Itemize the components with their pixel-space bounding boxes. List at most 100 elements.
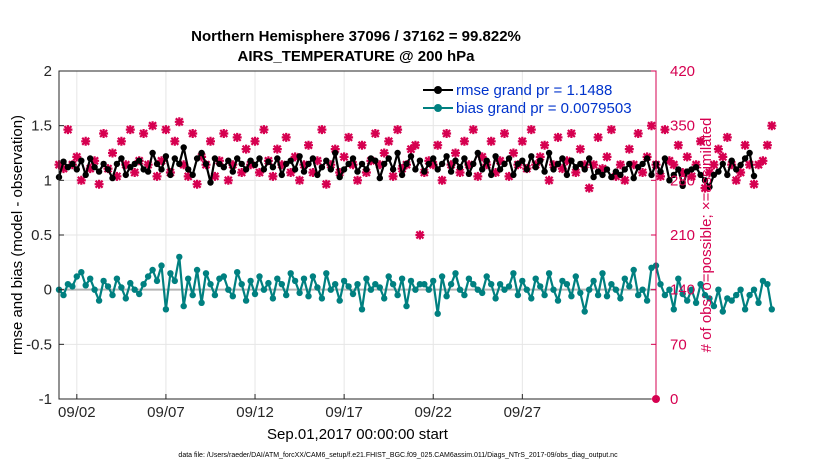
rmse-point [136, 157, 143, 164]
obs-marker [678, 168, 688, 177]
rmse-point [630, 174, 637, 182]
bias-point [447, 281, 455, 288]
obs-point [442, 129, 452, 138]
obs-marker [495, 156, 505, 166]
obs-point [477, 152, 487, 162]
rmse-point [296, 153, 303, 160]
bias-point [82, 282, 89, 289]
obs-marker [246, 160, 256, 170]
bias-point [144, 273, 152, 280]
obs-marker [638, 168, 648, 177]
obs-marker [125, 125, 135, 135]
obs-marker [615, 160, 625, 170]
y-tick-label-left: -0.5 [26, 336, 52, 353]
obs-marker [174, 117, 184, 127]
rmse-point [363, 166, 370, 173]
rmse-point [447, 168, 455, 175]
bias-point [149, 266, 156, 274]
obs-point [388, 171, 398, 181]
obs-point [286, 168, 296, 177]
y-tick-label-right: 210 [670, 227, 695, 244]
rmse-point [274, 155, 281, 162]
legend-rmse-label: rmse grand pr = 1.1488 [456, 82, 612, 99]
bias-point [327, 286, 334, 293]
rmse-point [728, 157, 735, 164]
bias-point [171, 277, 178, 285]
rmse-point [171, 155, 178, 162]
rmse-point [465, 170, 473, 177]
bias-point [733, 291, 740, 299]
bias-point [581, 308, 588, 315]
chart-subtitle: AIRS_TEMPERATURE @ 200 hPa [238, 48, 476, 65]
rmse-point [69, 160, 76, 168]
obs-point [589, 160, 599, 170]
obs-marker [754, 160, 763, 170]
obs-point [268, 171, 278, 181]
rmse-point [202, 160, 210, 168]
obs-marker [606, 125, 616, 135]
rmse-point [750, 172, 758, 180]
rmse-point [514, 160, 522, 168]
obs-marker [99, 129, 109, 138]
obs-point [90, 156, 100, 166]
bias-point [372, 281, 379, 288]
obs-point [566, 129, 576, 138]
rmse-point [269, 164, 277, 171]
rmse-point [474, 149, 481, 157]
bias-point [572, 273, 579, 280]
obs-marker [722, 132, 732, 142]
rmse-point [372, 157, 379, 164]
rmse-point [550, 166, 557, 173]
rmse-point [376, 174, 383, 182]
obs-marker [718, 152, 728, 162]
obs-point [451, 148, 460, 158]
obs-marker [179, 160, 189, 170]
grid-layer [59, 70, 656, 400]
bias-point [492, 295, 499, 302]
obs-marker [228, 160, 238, 170]
rmse-point [131, 160, 138, 168]
rmse-point [349, 155, 357, 162]
bias-point [661, 291, 669, 299]
rmse-point [354, 168, 361, 175]
y-tick-label-left: 0 [44, 282, 52, 299]
bias-point [608, 281, 615, 288]
bias-point [452, 270, 459, 277]
obs-marker [393, 125, 403, 135]
x-tick-label: 09/17 [325, 404, 363, 421]
bias-point [260, 286, 268, 293]
rmse-point [256, 155, 263, 162]
bias-point [358, 306, 366, 313]
bias-point [207, 281, 214, 288]
obs-marker [237, 168, 247, 177]
bias-point [389, 281, 397, 288]
obs-point [638, 168, 648, 177]
rmse-point [216, 160, 223, 168]
rmse-point [741, 155, 749, 162]
obs-point [428, 160, 438, 170]
obs-marker [504, 171, 514, 181]
rmse-point [639, 160, 646, 168]
obs-point [304, 140, 313, 150]
obs-point [482, 160, 492, 170]
obs-point [629, 160, 639, 170]
y-tick-label-right: 420 [670, 63, 695, 80]
obs-marker [455, 168, 465, 177]
bias-point [318, 295, 326, 302]
bias-point [728, 297, 735, 304]
rmse-point [710, 171, 718, 179]
obs-marker [304, 140, 313, 150]
obs-point [121, 160, 131, 170]
rmse-point [305, 160, 312, 168]
obs-point [517, 136, 527, 146]
rmse-point [416, 157, 424, 164]
obs-point [696, 136, 706, 146]
bias-point [679, 290, 686, 298]
rmse-point [412, 166, 419, 173]
obs-point [108, 148, 117, 158]
obs-point [299, 160, 309, 170]
obs-marker [589, 160, 599, 170]
obs-point [455, 168, 465, 177]
bias-point [755, 299, 762, 306]
rmse-point [590, 173, 597, 181]
